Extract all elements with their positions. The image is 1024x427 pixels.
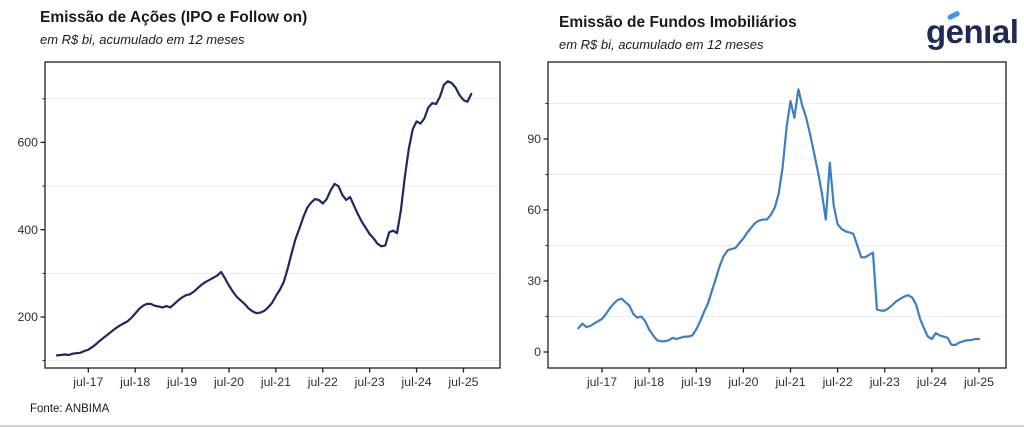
x-axis-label: jul-18 xyxy=(119,375,150,389)
x-axis-label: jul-25 xyxy=(963,375,994,389)
x-axis-label: jul-23 xyxy=(869,375,900,389)
logo-text: genıal xyxy=(926,13,1019,50)
x-axis-label: jul-24 xyxy=(401,375,432,389)
y-axis-label: 600 xyxy=(17,136,38,150)
x-axis-label: jul-18 xyxy=(633,375,664,389)
acoes-chart-subtitle: em R$ bi, acumulado em 12 meses xyxy=(40,32,245,47)
x-axis-label: jul-24 xyxy=(916,375,947,389)
panel-border xyxy=(44,61,501,369)
x-axis-label: jul-17 xyxy=(72,375,103,389)
series-line xyxy=(577,88,981,346)
fii-chart-title: Emissão de Fundos Imobiliários xyxy=(559,14,797,31)
acoes-chart-title: Emissão de Ações (IPO e Follow on) xyxy=(40,9,308,26)
fii-line-chart: 0 30 60 90 jul-17 jul-18 jul-19 jul-20 jul-21 jul… xyxy=(527,61,1007,389)
y-axis-label: 0 xyxy=(534,345,541,359)
x-axis-label: jul-17 xyxy=(586,375,617,389)
fii-chart-subtitle: em R$ bi, acumulado em 12 meses xyxy=(559,37,764,52)
y-axis-label: 60 xyxy=(527,203,541,217)
x-axis-label: jul-23 xyxy=(354,375,385,389)
source-note: Fonte: ANBIMA xyxy=(30,403,110,415)
y-axis-label: 400 xyxy=(17,223,38,237)
panel-border xyxy=(547,61,1007,369)
genial-logo: genıal xyxy=(926,10,1019,54)
acoes-line-chart: 200 400 600 jul-17 jul-18 jul-19 jul-20 jul-21 j… xyxy=(17,61,501,389)
x-axis-label: jul-22 xyxy=(307,375,338,389)
x-axis-label: jul-21 xyxy=(774,375,805,389)
x-axis-label: jul-20 xyxy=(213,375,244,389)
y-axis-label: 30 xyxy=(527,274,541,288)
y-axis-label: 90 xyxy=(527,132,541,146)
x-axis-label: jul-19 xyxy=(680,375,711,389)
x-axis-label: jul-19 xyxy=(166,375,197,389)
series-line xyxy=(55,80,473,357)
x-axis-label: jul-25 xyxy=(447,375,478,389)
x-axis-label: jul-21 xyxy=(260,375,291,389)
x-axis-label: jul-20 xyxy=(727,375,758,389)
x-axis-label: jul-22 xyxy=(822,375,853,389)
y-axis-label: 200 xyxy=(17,310,38,324)
bottom-divider xyxy=(0,425,1024,427)
